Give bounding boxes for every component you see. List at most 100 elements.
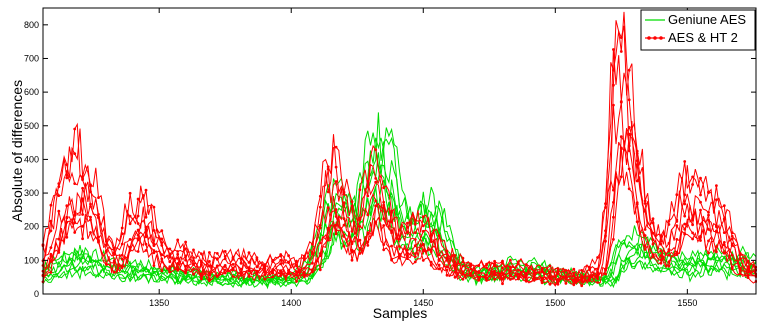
series-point	[184, 271, 188, 275]
series-point	[651, 242, 655, 246]
series-point	[683, 202, 687, 206]
series-point	[208, 251, 211, 254]
series-point	[152, 205, 156, 209]
series-point	[627, 126, 631, 129]
series-point	[358, 218, 362, 222]
series-point	[413, 255, 417, 259]
series-point	[413, 252, 417, 256]
legend-label-ht: AES & HT 2	[668, 30, 738, 45]
series-point	[152, 251, 156, 255]
series-point	[572, 267, 576, 271]
series-point	[247, 261, 251, 264]
series-point	[239, 270, 243, 274]
series-point	[501, 277, 504, 281]
series-point	[231, 268, 235, 272]
series-point	[287, 269, 290, 273]
series-point	[374, 221, 378, 224]
series-point	[136, 197, 140, 201]
series-point	[318, 252, 322, 255]
series-point	[176, 252, 180, 256]
series-point	[556, 278, 560, 282]
series-point	[627, 144, 631, 148]
series-point	[105, 250, 108, 254]
series-point	[730, 265, 734, 269]
series-point	[406, 248, 409, 252]
series-point	[271, 275, 275, 279]
series-point	[105, 263, 108, 266]
series-point	[208, 279, 211, 283]
series-point	[176, 267, 180, 271]
series-point	[358, 247, 362, 250]
series-point	[659, 249, 663, 253]
series-point	[49, 219, 53, 223]
series-point	[406, 221, 409, 225]
y-tick-label: 700	[24, 53, 39, 63]
series-point	[81, 224, 84, 228]
series-point	[326, 226, 330, 230]
series-point	[722, 204, 726, 208]
series-point	[461, 277, 465, 281]
series-point	[168, 270, 172, 274]
series-point	[215, 264, 219, 268]
series-point	[49, 260, 53, 263]
legend: Geniune AES AES & HT 2	[640, 9, 756, 51]
series-point	[493, 277, 496, 281]
series-point	[580, 269, 584, 272]
series-point	[643, 228, 647, 231]
series-point	[699, 234, 702, 238]
series-point	[390, 229, 393, 233]
series-point	[208, 271, 211, 275]
series-point	[421, 243, 425, 247]
series-point	[295, 270, 298, 273]
series-point	[469, 274, 473, 277]
series-point	[81, 213, 84, 216]
series-point	[184, 240, 188, 244]
series-point	[675, 220, 679, 223]
series-point	[311, 268, 314, 271]
series-point	[707, 218, 710, 222]
series-point	[136, 233, 140, 237]
series-point	[89, 205, 92, 208]
series-point	[231, 263, 235, 266]
series-point	[675, 238, 679, 241]
series-point	[651, 231, 655, 235]
y-tick-label: 500	[24, 121, 39, 131]
series-point	[406, 257, 409, 260]
series-point	[358, 188, 362, 192]
series-point	[398, 237, 401, 241]
series-point	[144, 242, 148, 246]
y-axis-title: Absolute of differences	[9, 80, 25, 222]
series-point	[120, 253, 124, 257]
series-point	[477, 271, 481, 275]
series-point	[326, 165, 330, 169]
x-tick-label: 1450	[413, 298, 433, 308]
series-point	[358, 238, 362, 242]
series-point	[239, 261, 243, 265]
series-point	[318, 241, 322, 245]
series-point	[334, 180, 338, 183]
series-line	[42, 201, 757, 290]
series-point	[239, 257, 243, 261]
series-point	[445, 259, 449, 262]
series-point	[318, 268, 322, 272]
y-tick-label: 300	[24, 188, 39, 198]
series-point	[596, 256, 599, 259]
series-point	[144, 228, 148, 232]
series-point	[572, 271, 576, 275]
series-point	[437, 234, 441, 238]
series-point	[667, 219, 671, 223]
series-point	[128, 214, 132, 218]
series-point	[152, 242, 156, 246]
series-point	[89, 184, 92, 188]
series-point	[437, 258, 441, 261]
series-point	[429, 250, 433, 254]
series-point	[65, 163, 69, 167]
series-point	[342, 244, 346, 248]
series-point	[97, 213, 100, 216]
series-point	[350, 230, 354, 233]
series-point	[627, 167, 631, 171]
series-point	[255, 272, 259, 276]
series-point	[73, 127, 77, 131]
series-point	[303, 273, 306, 276]
series-point	[382, 200, 386, 204]
